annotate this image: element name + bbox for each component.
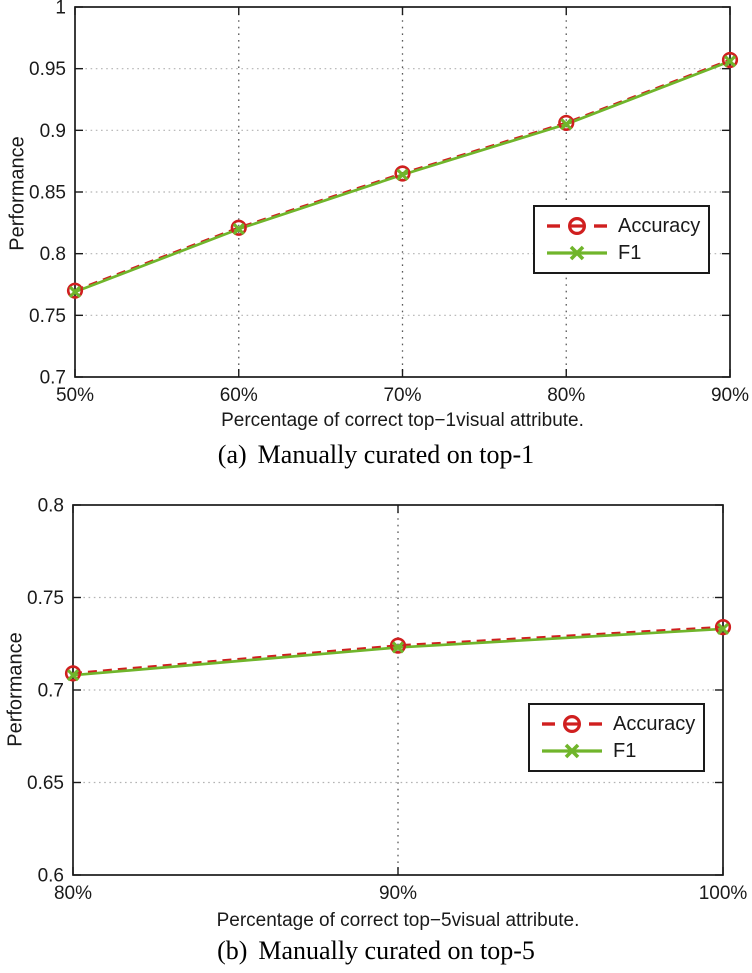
legend-label-accuracy: Accuracy: [613, 712, 696, 735]
legend-item-f1: F1: [540, 738, 695, 764]
accuracy-dashed-line-sample: [547, 216, 607, 236]
data-point-x-f1: [716, 622, 730, 636]
figure-top5: 80% 90% 100% 0.6 0.65 0.7 0.75 0.8 Performance …: [0, 470, 752, 973]
data-point-x-f1: [66, 669, 80, 682]
x-axis-label-top5: Percentage of correct top−5visual attrib…: [216, 910, 580, 931]
y-tick-label: 0.65: [27, 773, 64, 794]
y-tick-label: 0.85: [29, 183, 66, 204]
data-point-x-f1: [68, 285, 82, 298]
legend-item-f1: F1: [545, 240, 700, 266]
legend-box-top1: Accuracy F1: [533, 205, 711, 274]
y-tick-label: 0.8: [40, 244, 66, 265]
data-point-x-f1: [396, 168, 409, 181]
y-tick-label: 0.75: [29, 306, 66, 327]
x-tick-label: 90%: [711, 385, 749, 406]
legend-item-accuracy: Accuracy: [545, 213, 700, 239]
legend-label-accuracy: Accuracy: [618, 214, 701, 237]
y-tick-label: 0.8: [38, 496, 64, 517]
accuracy-dashed-line-sample: [542, 714, 602, 734]
figure-top1: 50% 60% 70% 80% 90% 0.7 0.75 0.8 0.85 0.9 0.95 1 Pe…: [0, 0, 752, 470]
x-axis-label-top1: Percentage of correct top−1visual attrib…: [221, 410, 584, 431]
series-line-accuracy: [72, 625, 724, 675]
y-tick-label: 0.6: [38, 866, 64, 887]
y-tick-label: 0.9: [40, 121, 66, 142]
plot-area-top1: 50% 60% 70% 80% 90% 0.7 0.75 0.8 0.85 0.9 0.95 1: [29, 0, 749, 406]
x-tick-label: 60%: [220, 385, 258, 406]
f1-solid-line-sample: [547, 245, 607, 261]
caption-text: Manually curated on top-1: [257, 440, 535, 469]
x-tick-label: 80%: [547, 385, 585, 406]
data-point-x-f1: [723, 55, 737, 68]
x-tick-label: 90%: [379, 883, 417, 904]
data-point-x-f1: [391, 641, 405, 654]
legend-box-top5: Accuracy F1: [528, 703, 706, 772]
y-tick-label: 1: [55, 0, 66, 19]
caption-top5: (b) Manually curated on top-5: [0, 936, 752, 966]
legend-label-f1: F1: [613, 739, 637, 762]
data-point-circle-accuracy: [66, 282, 84, 299]
plot-area-top5: 80% 90% 100% 0.6 0.65 0.7 0.75 0.8: [27, 496, 748, 905]
data-point-x-f1: [232, 222, 245, 236]
data-point-circle-accuracy: [721, 51, 739, 69]
data-point-x-f1: [560, 118, 573, 131]
legend-item-accuracy: Accuracy: [540, 711, 695, 737]
x-tick-label: 100%: [699, 883, 748, 904]
caption-index: (b): [217, 936, 248, 965]
y-axis-label-top1: Performance: [6, 136, 29, 251]
caption-index: (a): [217, 440, 247, 469]
y-tick-label: 0.95: [29, 59, 66, 80]
x-tick-label: 80%: [54, 883, 92, 904]
data-point-circle-accuracy: [230, 219, 247, 236]
f1-solid-line-sample: [542, 743, 602, 759]
y-tick-label: 0.7: [40, 368, 66, 389]
data-point-circle-accuracy: [389, 637, 407, 654]
y-axis-label-top5: Performance: [4, 632, 27, 747]
caption-text: Manually curated on top-5: [258, 936, 535, 965]
caption-top1: (a) Manually curated on top-1: [0, 440, 752, 470]
y-tick-label: 0.75: [27, 588, 64, 609]
y-tick-label: 0.7: [38, 681, 64, 702]
x-tick-label: 50%: [56, 385, 94, 406]
data-point-circle-accuracy: [394, 165, 411, 182]
x-tick-label: 70%: [383, 385, 421, 406]
data-point-circle-accuracy: [64, 665, 82, 682]
data-point-circle-accuracy: [558, 114, 575, 132]
data-point-circle-accuracy: [714, 619, 732, 636]
legend-label-f1: F1: [618, 241, 642, 264]
